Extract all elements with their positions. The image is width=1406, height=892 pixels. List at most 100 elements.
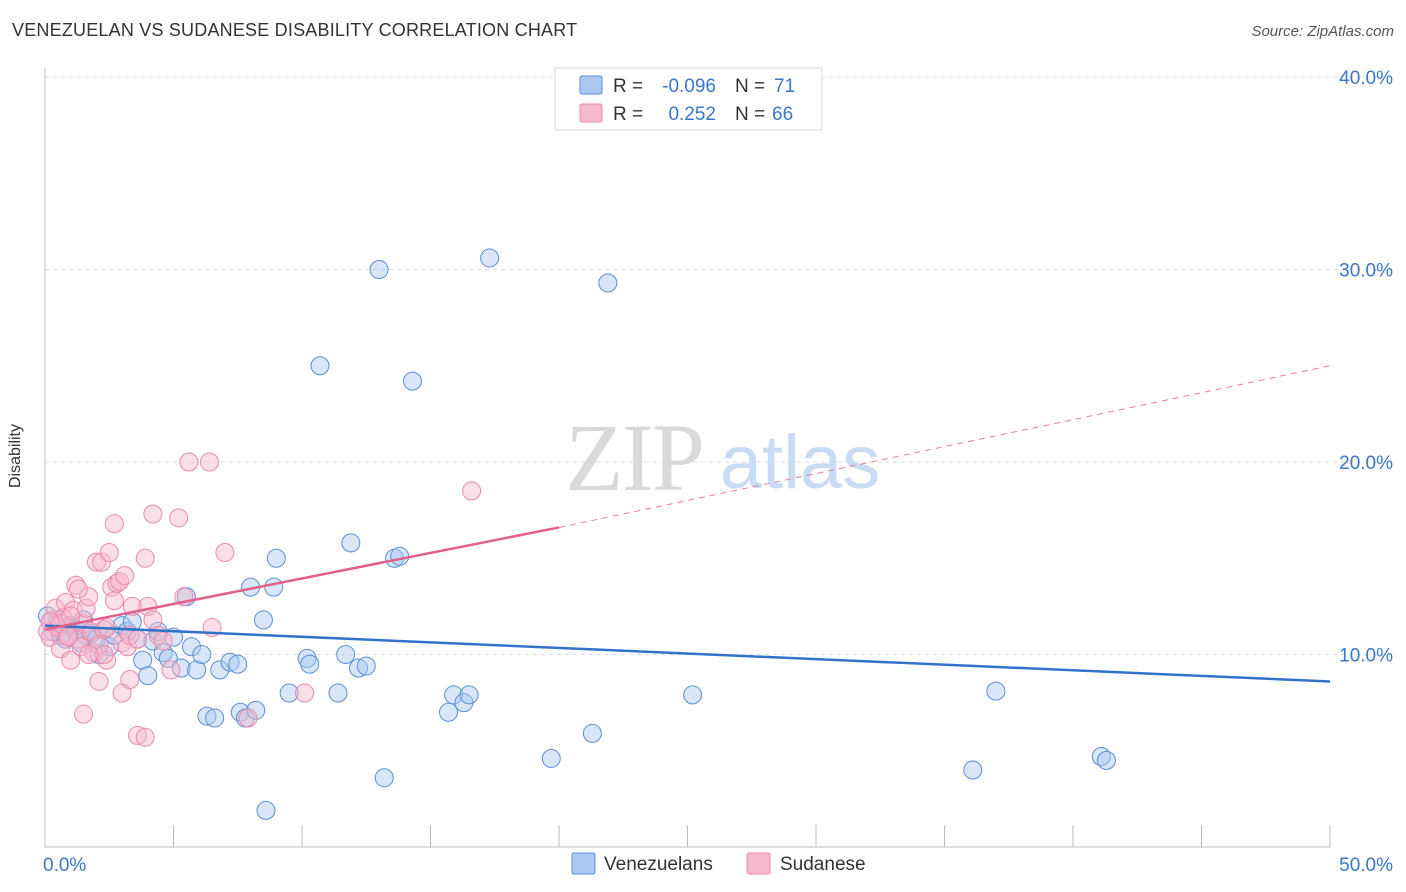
venezuelans-point — [369, 260, 389, 279]
x-tick-label-min: 0.0% — [43, 855, 86, 876]
venezuelans-point — [210, 660, 230, 680]
venezuelans-point — [220, 652, 240, 672]
venezuelans-point — [279, 683, 299, 703]
sudanese-point — [61, 650, 81, 670]
r-label-sudanese: R = — [613, 104, 643, 125]
venezuelans-point — [266, 548, 286, 568]
venezuelans-point — [444, 685, 464, 705]
venezuelans-point — [683, 685, 703, 705]
chart-title: VENEZUELAN VS SUDANESE DISABILITY CORREL… — [12, 20, 578, 40]
r-value-sudanese: 0.252 — [663, 104, 716, 125]
legend-item-venezuelans[interactable]: Venezuelans — [571, 852, 713, 875]
venezuelans-point — [582, 723, 602, 743]
venezuelans-points — [38, 248, 1116, 820]
venezuelans-point — [403, 371, 423, 391]
sudanese-point — [215, 542, 235, 562]
legend-item-sudanese[interactable]: Sudanese — [746, 852, 866, 875]
legend-label-sudanese: Sudanese — [780, 854, 866, 875]
sudanese-point — [462, 481, 482, 501]
tick-labels: 10.0% 20.0% 30.0% 40.0% 0.0% 50.0% — [43, 68, 1393, 876]
y-tick-label: 20.0% — [1339, 453, 1393, 474]
venezuelans-point — [341, 533, 361, 553]
venezuelans-point — [541, 748, 561, 768]
sudanese-point — [115, 566, 135, 586]
sudanese-point — [143, 504, 163, 524]
watermark-atlas: atlas — [720, 420, 881, 505]
venezuelans-point — [986, 681, 1006, 701]
r-label-venezuelans: R = — [613, 76, 643, 97]
grid-lines — [45, 76, 1392, 655]
n-value-sudanese: 66 — [772, 104, 793, 125]
sudanese-point — [94, 645, 114, 664]
n-value-venezuelans: 71 — [774, 76, 795, 97]
sudanese-point — [89, 635, 109, 655]
sudanese-point — [110, 571, 130, 591]
venezuelans-point — [181, 637, 201, 657]
venezuelans-point — [356, 656, 376, 676]
n-label-sudanese: N = — [735, 104, 765, 125]
venezuelans-point — [598, 273, 618, 293]
sudanese-trend-line — [44, 526, 560, 631]
venezuelans-point — [164, 627, 183, 647]
watermark: ZIP atlas — [565, 404, 880, 511]
venezuelans-point — [390, 546, 410, 566]
sudanese-point — [120, 670, 140, 690]
sudanese-point — [143, 610, 163, 630]
sudanese-point — [89, 671, 109, 691]
sudanese-point — [117, 637, 137, 657]
sudanese-point — [161, 660, 181, 680]
sudanese-point — [179, 452, 199, 472]
venezuelans-point — [349, 658, 369, 678]
stats-legend: R = -0.096 N = 71 R = 0.252 N = 66 — [554, 67, 823, 131]
legend-label-venezuelans: Venezuelans — [604, 854, 713, 875]
sudanese-point — [112, 633, 132, 653]
venezuelans-point — [1091, 747, 1111, 767]
trend-lines — [44, 365, 1331, 683]
venezuelans-point — [310, 356, 330, 376]
venezuelans-point — [192, 645, 212, 664]
legend-swatch-sudanese — [746, 852, 771, 875]
venezuelans-point — [336, 645, 356, 664]
venezuelans-point — [104, 625, 124, 645]
venezuelans-point — [256, 800, 276, 820]
sudanese-point — [79, 587, 99, 607]
sudanese-point — [104, 591, 124, 611]
y-tick-label: 30.0% — [1339, 261, 1393, 282]
source-label: Source: ZipAtlas.com — [1251, 23, 1394, 40]
sudanese-point — [58, 627, 78, 647]
sudanese-point — [107, 573, 127, 593]
sudanese-point — [76, 598, 96, 618]
r-value-venezuelans: -0.096 — [662, 76, 716, 97]
sudanese-point — [238, 708, 258, 728]
sudanese-point — [199, 452, 219, 472]
venezuelans-point — [264, 577, 284, 597]
sudanese-point — [86, 552, 106, 572]
venezuelans-point — [374, 768, 394, 788]
venezuelans-point — [963, 760, 983, 780]
venezuelans-swatch — [579, 75, 603, 95]
venezuelans-point — [1096, 750, 1116, 770]
sudanese-points — [38, 452, 482, 747]
venezuelans-point — [230, 702, 250, 722]
venezuelans-point — [153, 643, 173, 663]
sudanese-point — [99, 542, 119, 562]
venezuelans-point — [228, 654, 248, 674]
y-tick-label: 40.0% — [1339, 68, 1393, 89]
venezuelans-point — [205, 708, 225, 728]
venezuelans-trend-line — [44, 624, 1331, 683]
venezuelans-point — [459, 685, 479, 705]
venezuelans-point — [187, 660, 207, 680]
n-label-venezuelans: N = — [735, 76, 765, 97]
venezuelans-point — [328, 683, 348, 703]
sudanese-point — [104, 514, 124, 534]
bottom-legend: Venezuelans Sudanese — [571, 852, 866, 875]
venezuelans-point — [158, 648, 178, 668]
sudanese-point — [128, 629, 148, 649]
venezuelans-point — [246, 700, 266, 720]
sudanese-point — [135, 727, 155, 747]
legend-swatch-venezuelans — [571, 852, 596, 875]
venezuelans-point — [253, 610, 273, 630]
sudanese-point — [92, 552, 112, 572]
sudanese-point — [79, 645, 99, 664]
